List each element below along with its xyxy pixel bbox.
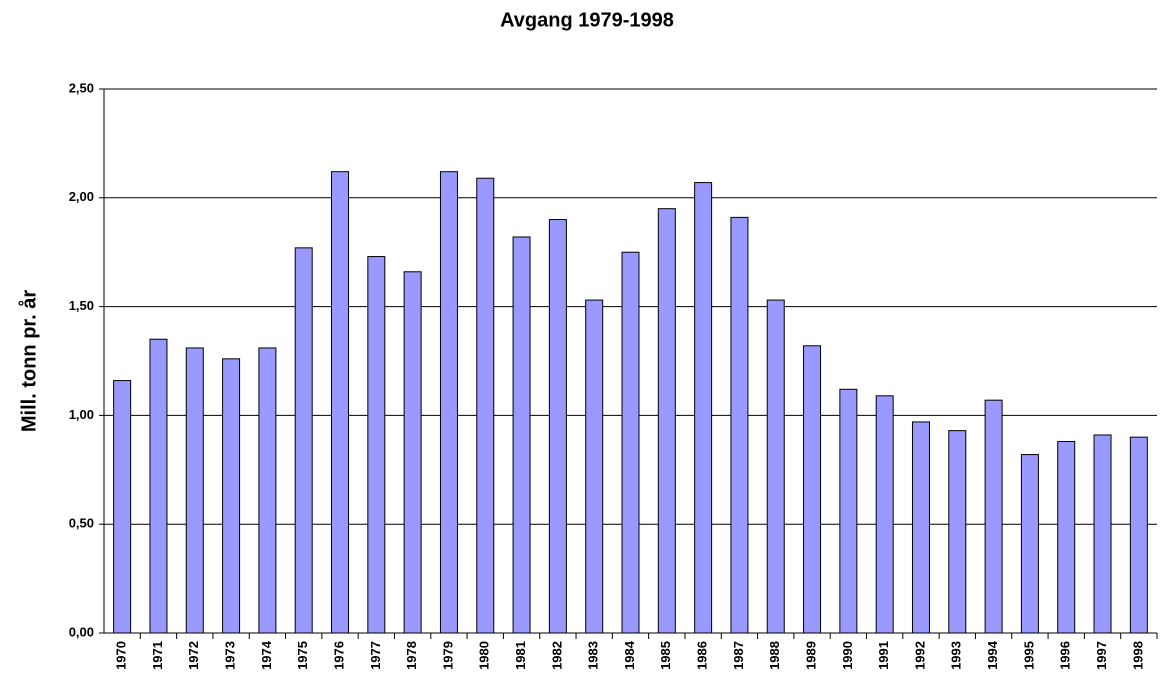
y-tick-label: 0,50 <box>69 516 94 531</box>
x-tick-label: 1974 <box>259 640 274 670</box>
bar <box>585 299 604 634</box>
bar <box>367 256 386 634</box>
bar <box>476 177 495 634</box>
bar <box>911 421 930 634</box>
bar <box>1057 441 1076 634</box>
x-tick-label: 1991 <box>876 641 891 670</box>
x-tick-label: 1996 <box>1058 641 1073 670</box>
x-tick-label: 1975 <box>295 641 310 670</box>
y-tick-label: 1,50 <box>69 298 94 313</box>
bar <box>548 219 567 634</box>
y-tick-label: 1,00 <box>69 407 94 422</box>
x-tick-label: 1977 <box>368 641 383 670</box>
bar <box>730 216 749 634</box>
bar <box>331 171 350 634</box>
bar <box>766 299 785 634</box>
chart-title: Avgang 1979-1998 <box>500 9 674 31</box>
bar <box>439 171 458 634</box>
bar <box>222 358 241 634</box>
bar <box>839 388 858 634</box>
y-tick-label: 0,00 <box>69 624 94 639</box>
x-tick-label: 1985 <box>658 641 673 670</box>
x-tick-label: 1993 <box>949 641 964 670</box>
x-tick-label: 1972 <box>186 641 201 670</box>
y-tick-label: 2,50 <box>69 80 94 95</box>
bar <box>258 347 277 634</box>
bar <box>403 271 422 634</box>
y-tick-label: 2,00 <box>69 189 94 204</box>
bar <box>149 338 168 634</box>
x-tick-label: 1992 <box>912 641 927 670</box>
bar <box>657 208 676 634</box>
bar <box>1093 434 1112 634</box>
x-tick-label: 1980 <box>477 641 492 670</box>
x-tick-label: 1995 <box>1021 641 1036 670</box>
x-tick-label: 1976 <box>331 641 346 670</box>
x-tick-label: 1984 <box>622 640 637 670</box>
bar <box>694 182 713 634</box>
x-tick-label: 1997 <box>1094 641 1109 670</box>
bar <box>621 251 640 634</box>
bar <box>803 345 822 634</box>
bar <box>512 236 531 634</box>
x-tick-label: 1987 <box>731 641 746 670</box>
y-axis-label: Mill. tonn pr. år <box>17 290 40 432</box>
x-tick-label: 1973 <box>223 641 238 670</box>
x-tick-label: 1986 <box>695 641 710 670</box>
bar <box>948 430 967 634</box>
x-tick-label: 1990 <box>840 641 855 670</box>
x-tick-label: 1994 <box>985 640 1000 670</box>
bar <box>1020 454 1039 634</box>
x-tick-label: 1979 <box>440 641 455 670</box>
bar <box>185 347 204 634</box>
x-tick-label: 1978 <box>404 641 419 670</box>
bar <box>984 399 1003 634</box>
bar <box>294 247 313 634</box>
x-tick-label: 1983 <box>586 641 601 670</box>
x-tick-label: 1970 <box>114 641 129 670</box>
x-tick-label: 1989 <box>803 641 818 670</box>
bar <box>113 380 132 634</box>
x-tick-label: 1982 <box>549 641 564 670</box>
bar <box>875 395 894 634</box>
bar <box>1129 436 1148 634</box>
x-tick-label: 1998 <box>1130 641 1145 670</box>
x-tick-label: 1988 <box>767 641 782 670</box>
x-tick-label: 1971 <box>150 641 165 670</box>
x-tick-label: 1981 <box>513 641 528 670</box>
